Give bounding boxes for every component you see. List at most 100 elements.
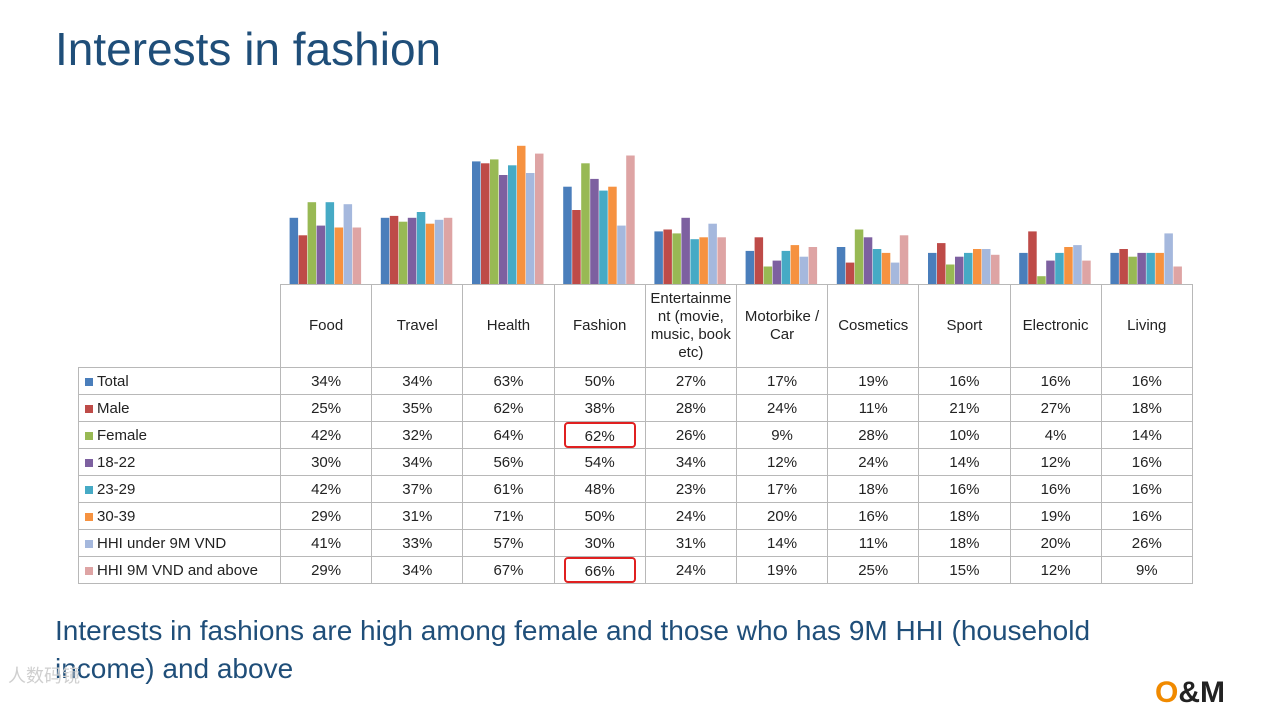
bar xyxy=(699,237,708,284)
value-cell: 37% xyxy=(371,475,464,503)
value-cell: 20% xyxy=(1009,529,1102,557)
bar xyxy=(708,223,717,284)
category-header-line: Sport xyxy=(946,317,983,334)
bar xyxy=(1146,252,1155,284)
bar xyxy=(1164,233,1173,284)
bar xyxy=(481,163,490,284)
value-cell: 21% xyxy=(918,394,1011,422)
value-cell: 16% xyxy=(1100,448,1193,476)
value-cell: 34% xyxy=(644,448,737,476)
series-name: 18-22 xyxy=(97,453,136,471)
category-header-line: Entertainme xyxy=(650,290,732,307)
value-cell: 16% xyxy=(1100,367,1193,395)
bar xyxy=(380,217,390,284)
bar xyxy=(717,237,726,284)
bar xyxy=(572,210,581,284)
bar xyxy=(307,202,317,284)
watermark: 人数码镜 xyxy=(8,666,80,686)
table-header-row: Food Travel Health Fashion Entertainme nt (mo… xyxy=(78,284,1193,368)
bar xyxy=(1028,231,1037,284)
value-cell: 14% xyxy=(1100,421,1193,449)
bar xyxy=(508,165,517,284)
value-cell: 19% xyxy=(1009,502,1102,530)
bar xyxy=(854,229,864,284)
value-cell: 17% xyxy=(735,367,829,395)
table-corner xyxy=(78,284,281,368)
series-name: 30-39 xyxy=(97,507,136,525)
category-header-line: Fashion xyxy=(572,317,627,334)
value-cell: 34% xyxy=(371,448,464,476)
logo-letter-o: O xyxy=(1155,676,1179,709)
value-cell: 41% xyxy=(279,529,373,557)
category-header-line: Cosmetics xyxy=(838,317,909,334)
value-cell: 34% xyxy=(279,367,373,395)
value-cell: 38% xyxy=(553,394,646,422)
value-cell: 25% xyxy=(827,556,920,584)
bar xyxy=(425,223,435,284)
series-legend-cell: 23-29 xyxy=(78,475,281,503)
bar xyxy=(1119,249,1128,284)
value-cell: 28% xyxy=(827,421,920,449)
bar xyxy=(298,235,308,284)
value-cell: 11% xyxy=(827,529,920,557)
legend-swatch xyxy=(85,566,93,575)
bar xyxy=(535,153,544,284)
value-cell: 16% xyxy=(918,475,1011,503)
bar xyxy=(398,221,408,284)
value-cell: 54% xyxy=(553,448,646,476)
series-legend-cell: HHI 9M VND and above xyxy=(78,556,281,584)
value-cell: 66% xyxy=(553,556,646,584)
bar xyxy=(863,237,873,284)
value-cell: 32% xyxy=(371,421,464,449)
bar xyxy=(1128,256,1137,284)
value-cell: 24% xyxy=(644,502,737,530)
series-name: 23-29 xyxy=(97,480,136,498)
bar xyxy=(416,212,426,284)
value-cell: 30% xyxy=(279,448,373,476)
category-header-line: Health xyxy=(486,317,531,334)
value-cell: 42% xyxy=(279,421,373,449)
table-row: 30-39 29% 31% 71% 50% 24% 20% 16% 18% 19% 16% xyxy=(78,502,1193,530)
value-cell: 29% xyxy=(279,502,373,530)
category-header: Entertainme nt (movie, music, book etc) xyxy=(644,284,737,368)
bar xyxy=(772,260,782,284)
category-header-line: Motorbike / xyxy=(744,308,820,325)
bar xyxy=(581,163,590,284)
value-cell: 42% xyxy=(279,475,373,503)
bar xyxy=(663,229,672,284)
value-cell: 29% xyxy=(279,556,373,584)
slide-caption: Interests in fashions are high among fem… xyxy=(55,615,1091,684)
value-cell: 19% xyxy=(827,367,920,395)
bar xyxy=(608,186,617,284)
value-cell: 26% xyxy=(644,421,737,449)
category-header: Cosmetics xyxy=(827,284,920,368)
category-header: Fashion xyxy=(553,284,646,368)
category-header-line: Travel xyxy=(396,317,438,334)
value-cell: 12% xyxy=(1009,556,1102,584)
category-header: Travel xyxy=(371,284,464,368)
category-header: Health xyxy=(462,284,555,368)
table-row: Total 34% 34% 63% 50% 27% 17% 19% 16% 16% 16% xyxy=(78,367,1193,395)
bar xyxy=(899,235,909,284)
value-cell: 4% xyxy=(1009,421,1102,449)
bar xyxy=(490,159,499,284)
value-cell: 18% xyxy=(827,475,920,503)
value-cell: 57% xyxy=(462,529,555,557)
value-cell: 16% xyxy=(1009,475,1102,503)
bar xyxy=(599,190,608,284)
value-cell: 26% xyxy=(1100,529,1193,557)
bar xyxy=(973,249,982,284)
bar xyxy=(352,227,362,284)
legend-swatch xyxy=(85,539,93,548)
bar xyxy=(316,225,326,284)
category-header-line: Car xyxy=(769,326,795,343)
category-header-line: Electronic xyxy=(1022,317,1089,334)
series-legend-cell: Total xyxy=(78,367,281,395)
value-cell: 12% xyxy=(735,448,829,476)
bar xyxy=(1173,266,1182,284)
value-cell: 14% xyxy=(735,529,829,557)
category-header: Sport xyxy=(918,284,1011,368)
bar xyxy=(991,254,1000,284)
legend-swatch xyxy=(85,377,93,386)
bar-chart xyxy=(289,145,1182,284)
